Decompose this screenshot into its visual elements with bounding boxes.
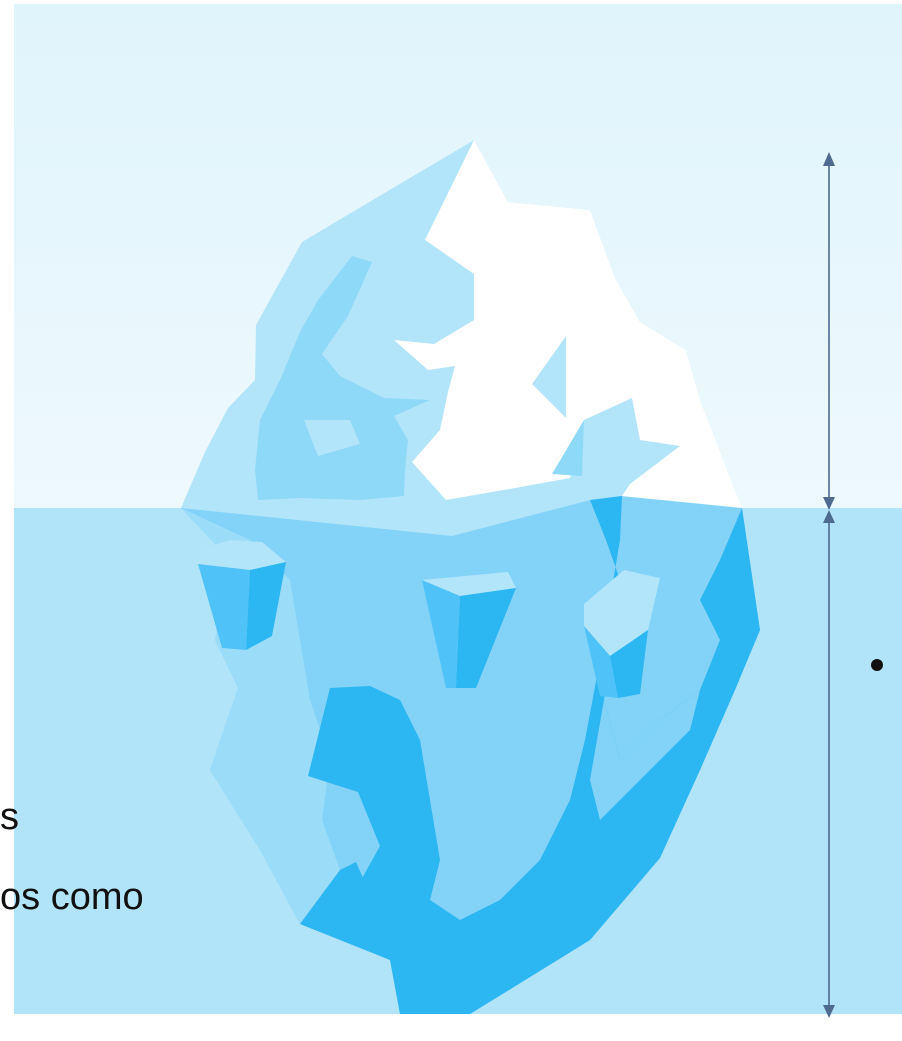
- arrow-above-water-head-top: [823, 152, 835, 166]
- text-fragment-line2: os como: [0, 876, 144, 918]
- tip-facet-small: [532, 336, 566, 418]
- arrow-below-water-head-bottom: [823, 1005, 835, 1018]
- arrow-above-water-head-bottom: [823, 497, 835, 510]
- bullet-dot-icon: [871, 659, 883, 671]
- height-arrows: [823, 152, 835, 1018]
- ice-chunks: [198, 540, 660, 698]
- tip-shadow-small: [304, 420, 360, 456]
- tip-shadow-left: [255, 256, 430, 500]
- underwater-light-strip: [590, 690, 700, 820]
- tip-white-face: [394, 140, 742, 508]
- ice-chunk-right: [584, 570, 660, 698]
- underwater-deep-bottom-left: [300, 862, 390, 960]
- tip-waterline-accent: [552, 420, 584, 476]
- arrow-below-water-head-top: [823, 510, 835, 523]
- text-fragment-line1: s: [0, 796, 19, 838]
- ice-chunk-middle: [422, 572, 516, 688]
- ice-chunk-left: [198, 540, 286, 650]
- iceberg-tip: [181, 140, 742, 536]
- underwater-deep-right: [308, 496, 760, 1014]
